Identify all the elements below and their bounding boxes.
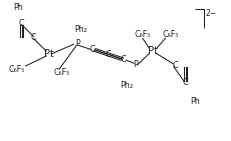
- Text: C₆F₅: C₆F₅: [8, 65, 24, 74]
- Text: C: C: [105, 49, 111, 59]
- Text: C: C: [90, 45, 95, 54]
- Text: Ph: Ph: [189, 97, 199, 106]
- Text: Ph₂: Ph₂: [119, 81, 132, 90]
- Text: 2−: 2−: [205, 9, 216, 18]
- Text: Ph₂: Ph₂: [74, 25, 87, 34]
- Text: C₆F₅: C₆F₅: [162, 30, 178, 39]
- Text: C: C: [31, 33, 36, 42]
- Text: C: C: [120, 55, 125, 64]
- Text: P: P: [133, 60, 137, 69]
- Text: C: C: [172, 61, 177, 70]
- Text: Pt: Pt: [44, 49, 53, 59]
- Text: P: P: [75, 39, 80, 48]
- Text: Ph: Ph: [13, 3, 22, 12]
- Text: C: C: [182, 78, 188, 87]
- Text: C: C: [19, 19, 24, 28]
- Text: C₆F₅: C₆F₅: [134, 30, 150, 39]
- Text: Pt: Pt: [148, 46, 157, 56]
- Text: C₆F₅: C₆F₅: [53, 68, 70, 77]
